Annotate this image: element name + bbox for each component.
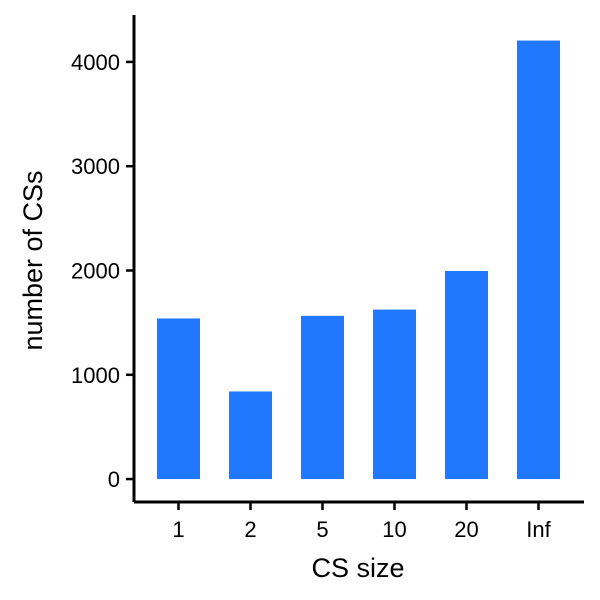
bar-2 — [229, 391, 272, 480]
x-tick-label: 1 — [172, 517, 184, 542]
y-tick-label: 3000 — [71, 154, 120, 179]
y-tick-label: 4000 — [71, 50, 120, 75]
y-tick-label: 2000 — [71, 258, 120, 283]
x-tick-label: 20 — [454, 517, 478, 542]
x-ticks-group: 1 2 5 10 20 Inf — [172, 502, 552, 542]
bar-inf — [517, 40, 560, 480]
y-axis-title: number of CSs — [18, 170, 48, 350]
x-tick-label: Inf — [526, 517, 551, 542]
x-tick-label: 5 — [316, 517, 328, 542]
bar-20 — [445, 271, 488, 480]
x-axis-title: CS size — [311, 553, 404, 583]
x-tick-label: 10 — [382, 517, 406, 542]
y-tick-label: 1000 — [71, 363, 120, 388]
bar-5 — [301, 315, 344, 480]
bar-1 — [157, 318, 200, 480]
x-tick-label: 2 — [244, 517, 256, 542]
bars-group — [157, 40, 560, 480]
bar-10 — [373, 309, 416, 480]
y-tick-label: 0 — [108, 467, 120, 492]
y-ticks-group: 0 1000 2000 3000 4000 — [71, 50, 134, 492]
